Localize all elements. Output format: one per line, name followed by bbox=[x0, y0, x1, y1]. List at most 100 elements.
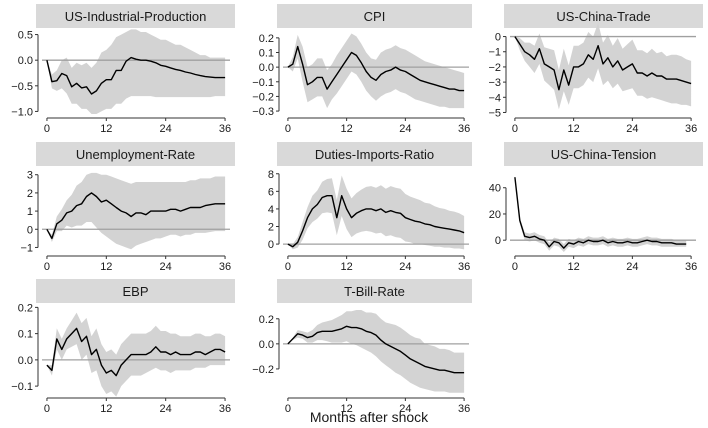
y-tick-label: 0 bbox=[27, 224, 33, 236]
y-tick-label: 0.2 bbox=[259, 33, 274, 45]
y-tick-label: −0.3 bbox=[252, 106, 274, 118]
y-tick-label: −0.1 bbox=[252, 77, 274, 89]
y-tick-label: 4 bbox=[268, 204, 274, 216]
y-tick-label: 1 bbox=[27, 206, 33, 218]
panel-title-strip bbox=[277, 142, 472, 166]
confidence-band bbox=[46, 29, 226, 114]
y-tick-label: −0.2 bbox=[252, 364, 274, 376]
x-tick-label: 0 bbox=[512, 123, 518, 135]
confidence-band bbox=[46, 172, 226, 250]
y-tick-label: 0.0 bbox=[18, 55, 33, 67]
y-tick-label: −1 bbox=[20, 242, 33, 254]
x-tick-label: 24 bbox=[626, 123, 638, 135]
panel-2: CPI −0.3 −0.2 −0.1 0.0 0.1 0.2 0 12 24 36 bbox=[252, 4, 472, 135]
impulse-response-line bbox=[287, 45, 465, 92]
panel-7: EBP −0.1 0.0 0.1 0.2 0 12 24 36 bbox=[11, 279, 235, 415]
x-tick-label: 0 bbox=[285, 403, 291, 415]
impulse-response-line bbox=[287, 325, 465, 374]
panel-title: Duties-Imports-Ratio bbox=[315, 147, 434, 162]
x-tick-label: 0 bbox=[44, 403, 50, 415]
y-tick-label: −0.1 bbox=[11, 381, 33, 393]
x-tick-label: 36 bbox=[219, 403, 231, 415]
panel-1: US-Industrial-Production −1.0 −0.5 0.0 0.5 0 1… bbox=[11, 4, 235, 135]
y-tick-label: 20 bbox=[489, 209, 501, 221]
y-tick-label: 0.0 bbox=[18, 355, 33, 367]
x-tick-label: 12 bbox=[100, 403, 112, 415]
impulse-response-line bbox=[514, 36, 692, 91]
y-tick-label: −3 bbox=[488, 77, 501, 89]
y-tick-label: −0.2 bbox=[252, 91, 274, 103]
panel-title: US-China-Trade bbox=[556, 9, 650, 24]
y-tick-label: 0 bbox=[495, 32, 501, 44]
y-tick-label: 0.0 bbox=[259, 62, 274, 74]
panel-8: T-Bill-Rate −0.2 0.0 0.2 0 12 24 36 bbox=[252, 279, 472, 415]
y-tick-label: 6 bbox=[268, 186, 274, 198]
confidence-band bbox=[287, 175, 465, 250]
panel-title-strip bbox=[277, 279, 472, 303]
x-tick-label: 12 bbox=[341, 261, 353, 273]
x-tick-label: 36 bbox=[458, 123, 470, 135]
impulse-response-line bbox=[46, 56, 226, 95]
panel-title-strip bbox=[277, 4, 472, 28]
x-tick-label: 12 bbox=[100, 261, 112, 273]
x-tick-label: 36 bbox=[458, 403, 470, 415]
y-tick-label: 0.5 bbox=[18, 30, 33, 42]
y-tick-label: −0.5 bbox=[11, 81, 33, 93]
x-axis-label: Months after shock bbox=[310, 409, 429, 425]
panel-title-strip bbox=[36, 4, 235, 28]
x-tick-label: 0 bbox=[44, 123, 50, 135]
panels-group: US-Industrial-Production −1.0 −0.5 0.0 0.5 0 1… bbox=[11, 4, 703, 415]
y-tick-label: 0.2 bbox=[259, 314, 274, 326]
x-tick-label: 24 bbox=[160, 261, 172, 273]
x-tick-label: 12 bbox=[568, 261, 580, 273]
x-tick-label: 0 bbox=[44, 261, 50, 273]
impulse-response-line bbox=[287, 194, 465, 248]
panel-title-strip bbox=[504, 4, 703, 28]
y-tick-label: −1.0 bbox=[11, 106, 33, 118]
panel-title: EBP bbox=[122, 284, 148, 299]
confidence-band bbox=[514, 177, 687, 252]
y-tick-label: 0.1 bbox=[18, 329, 33, 341]
x-tick-label: 0 bbox=[285, 261, 291, 273]
panel-title: CPI bbox=[364, 9, 386, 24]
y-tick-label: 2 bbox=[27, 188, 33, 200]
panel-title-strip bbox=[36, 279, 235, 303]
y-tick-label: 0 bbox=[268, 239, 274, 251]
panel-title: Unemployment-Rate bbox=[76, 147, 195, 162]
panel-title-strip bbox=[504, 142, 703, 166]
confidence-band bbox=[514, 22, 692, 110]
x-tick-label: 12 bbox=[341, 403, 353, 415]
x-tick-label: 12 bbox=[341, 123, 353, 135]
x-tick-label: 36 bbox=[685, 123, 697, 135]
panel-title: US-Industrial-Production bbox=[65, 9, 207, 24]
y-tick-label: 0.0 bbox=[259, 339, 274, 351]
x-tick-label: 24 bbox=[399, 123, 411, 135]
x-tick-label: 36 bbox=[458, 261, 470, 273]
x-tick-label: 24 bbox=[626, 261, 638, 273]
impulse-response-line bbox=[46, 327, 226, 377]
confidence-band bbox=[287, 33, 465, 109]
confidence-band bbox=[287, 310, 465, 393]
y-tick-label: −4 bbox=[488, 92, 501, 104]
y-tick-label: −2 bbox=[488, 62, 501, 74]
y-tick-label: 8 bbox=[268, 169, 274, 181]
x-tick-label: 24 bbox=[160, 403, 172, 415]
x-tick-label: 36 bbox=[219, 261, 231, 273]
panel-3: US-China-Trade 0 −1 −2 −3 −4 −5 0 12 24 36 bbox=[488, 4, 703, 135]
panel-title: T-Bill-Rate bbox=[344, 284, 405, 299]
x-tick-label: 0 bbox=[285, 123, 291, 135]
panel-6: US-China-Tension 0 20 40 0 12 24 36 bbox=[489, 142, 703, 273]
y-tick-label: 40 bbox=[489, 183, 501, 195]
x-tick-label: 0 bbox=[512, 261, 518, 273]
impulse-response-line bbox=[46, 192, 226, 240]
x-tick-label: 24 bbox=[399, 261, 411, 273]
y-tick-label: 0.1 bbox=[259, 48, 274, 60]
x-tick-label: 12 bbox=[568, 123, 580, 135]
x-tick-label: 36 bbox=[219, 123, 231, 135]
x-tick-label: 24 bbox=[399, 403, 411, 415]
y-tick-label: −5 bbox=[488, 107, 501, 119]
x-tick-label: 36 bbox=[685, 261, 697, 273]
